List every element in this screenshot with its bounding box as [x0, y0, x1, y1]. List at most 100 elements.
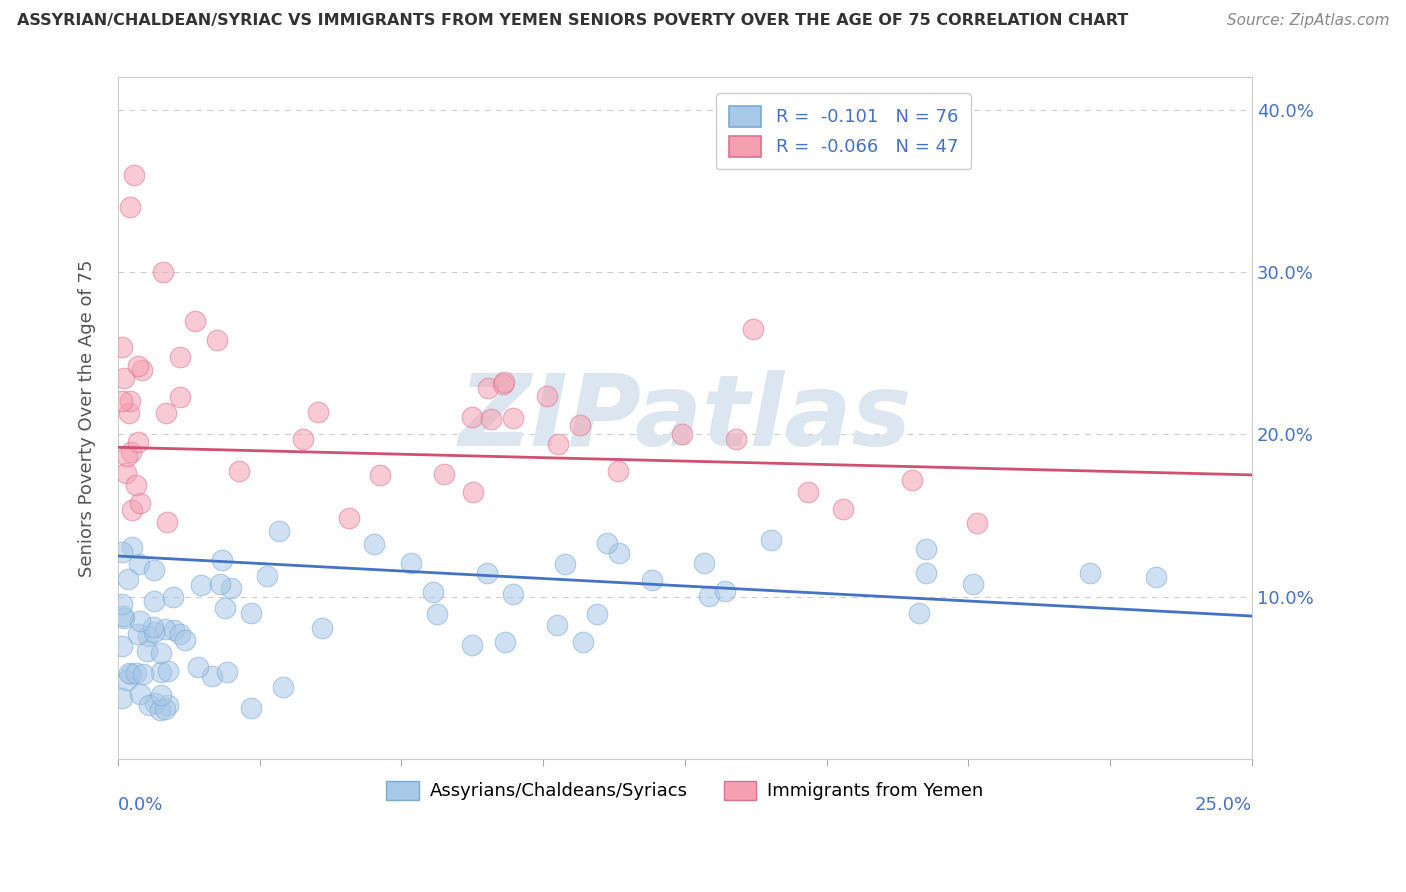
Point [607, 464, 630, 478]
Point [122, 168, 145, 182]
Point [908, 607, 931, 621]
Point [169, 391, 191, 405]
Text: ZIPatlas: ZIPatlas [458, 369, 911, 467]
Point [596, 536, 619, 550]
Point [120, 444, 142, 458]
Point [121, 540, 143, 554]
Point [111, 340, 134, 354]
Text: ASSYRIAN/CHALDEAN/SYRIAC VS IMMIGRANTS FROM YEMEN SENIORS POVERTY OVER THE AGE O: ASSYRIAN/CHALDEAN/SYRIAC VS IMMIGRANTS F… [17, 13, 1128, 29]
Point [461, 409, 484, 424]
Point [127, 359, 149, 373]
Point [239, 606, 262, 620]
Point [966, 516, 988, 530]
Point [143, 594, 166, 608]
Point [797, 484, 820, 499]
Point [111, 393, 134, 408]
Point [136, 629, 159, 643]
Point [494, 375, 516, 389]
Point [256, 569, 278, 583]
Point [217, 665, 239, 679]
Point [128, 687, 150, 701]
Point [162, 590, 184, 604]
Point [155, 702, 177, 716]
Point [120, 200, 142, 214]
Point [239, 700, 262, 714]
Point [174, 633, 197, 648]
Point [131, 666, 153, 681]
Point [156, 515, 179, 529]
Point [547, 437, 569, 451]
Point [129, 496, 152, 510]
Point [127, 434, 149, 449]
Point [900, 473, 922, 487]
Point [368, 468, 391, 483]
Point [671, 426, 693, 441]
Point [742, 322, 765, 336]
Point [149, 688, 172, 702]
Point [571, 634, 593, 648]
Point [142, 625, 165, 640]
Point [228, 464, 250, 478]
Text: 25.0%: 25.0% [1195, 797, 1251, 814]
Point [169, 627, 191, 641]
Point [479, 411, 502, 425]
Point [205, 334, 228, 348]
Point [546, 618, 568, 632]
Point [915, 542, 938, 557]
Point [114, 466, 136, 480]
Point [607, 546, 630, 560]
Point [569, 418, 592, 433]
Point [307, 405, 329, 419]
Point [641, 573, 664, 587]
Point [128, 614, 150, 628]
Point [475, 566, 498, 581]
Point [273, 681, 295, 695]
Point [131, 362, 153, 376]
Point [221, 582, 243, 596]
Point [112, 371, 135, 385]
Point [724, 432, 747, 446]
Point [831, 501, 853, 516]
Point [554, 557, 576, 571]
Point [112, 609, 135, 624]
Point [136, 644, 159, 658]
Point [153, 622, 176, 636]
Point [477, 381, 499, 395]
Point [150, 646, 173, 660]
Point [585, 607, 607, 622]
Point [111, 639, 134, 653]
Point [208, 577, 231, 591]
Point [267, 524, 290, 539]
Point [399, 556, 422, 570]
Point [502, 587, 524, 601]
Point [120, 667, 142, 681]
Point [169, 351, 191, 365]
Point [125, 478, 148, 492]
Point [115, 449, 138, 463]
Point [138, 698, 160, 712]
Point [117, 572, 139, 586]
Point [536, 389, 558, 403]
Point [112, 611, 135, 625]
Point [337, 511, 360, 525]
Point [190, 578, 212, 592]
Point [962, 576, 984, 591]
Point [157, 698, 180, 713]
Point [125, 665, 148, 680]
Point [163, 624, 186, 638]
Point [714, 584, 737, 599]
Point [118, 406, 141, 420]
Point [111, 597, 134, 611]
Point [502, 410, 524, 425]
Point [363, 537, 385, 551]
Point [214, 600, 236, 615]
Point [463, 484, 485, 499]
Point [1078, 566, 1101, 580]
Legend: Assyrians/Chaldeans/Syriacs, Immigrants from Yemen: Assyrians/Chaldeans/Syriacs, Immigrants … [380, 774, 991, 807]
Point [422, 584, 444, 599]
Point [121, 503, 143, 517]
Point [291, 432, 314, 446]
Point [311, 621, 333, 635]
Point [693, 556, 716, 570]
Point [697, 589, 720, 603]
